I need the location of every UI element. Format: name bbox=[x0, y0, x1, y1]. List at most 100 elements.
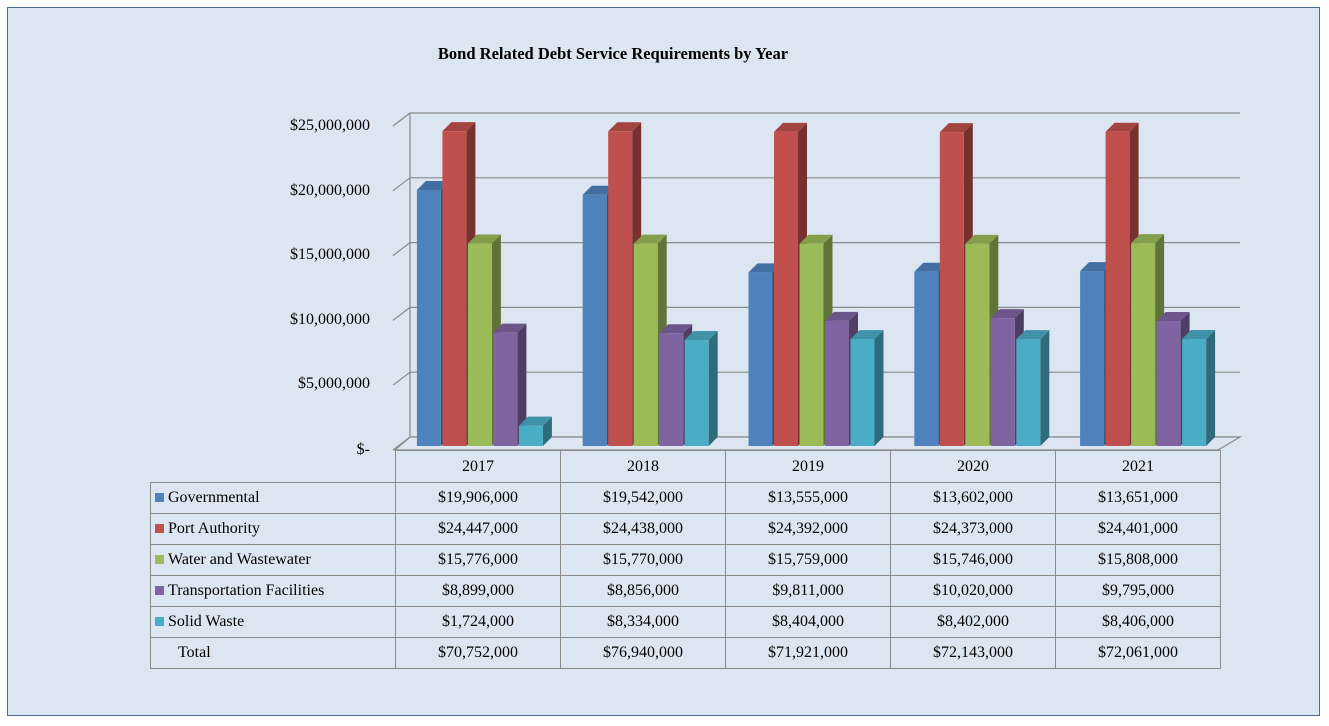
bar-front bbox=[416, 190, 441, 446]
bar-top bbox=[633, 234, 667, 244]
bar-top bbox=[582, 185, 616, 195]
bar-top bbox=[518, 416, 552, 426]
chart-title: Bond Related Debt Service Requirements b… bbox=[437, 44, 789, 63]
table-cell: $8,856,000 bbox=[560, 575, 726, 607]
bar-front bbox=[467, 243, 492, 446]
series-name: Governmental bbox=[168, 489, 260, 506]
table-cell: $24,392,000 bbox=[725, 513, 891, 545]
bar-top bbox=[1016, 330, 1050, 340]
bar bbox=[493, 323, 527, 446]
table-cell: $70,752,000 bbox=[395, 637, 561, 669]
bar-top bbox=[1182, 330, 1216, 340]
bar-side bbox=[1206, 330, 1216, 446]
bar-side bbox=[517, 323, 527, 446]
table-cell: $13,651,000 bbox=[1055, 482, 1221, 514]
bar-side bbox=[874, 330, 884, 446]
y-tick-label: $20,000,000 bbox=[290, 182, 370, 199]
legend-swatch bbox=[155, 524, 164, 533]
bar bbox=[1182, 330, 1216, 446]
grid-tick bbox=[392, 112, 411, 127]
table-row-water-wastewater: Water and Wastewater $15,776,000 $15,770… bbox=[150, 544, 1221, 576]
bar-top bbox=[990, 309, 1024, 319]
bar-front bbox=[774, 131, 798, 446]
table-header-row: 2017 2018 2019 2020 2021 bbox=[150, 450, 1221, 483]
bar-front bbox=[825, 320, 849, 446]
series-name: Solid Waste bbox=[168, 613, 245, 630]
bar-top bbox=[1080, 262, 1114, 272]
bar-front bbox=[518, 425, 543, 446]
legend-swatch bbox=[155, 586, 164, 595]
year-header: 2017 bbox=[395, 450, 561, 483]
bar-front bbox=[1182, 339, 1207, 446]
table-cell: $72,143,000 bbox=[890, 637, 1056, 669]
bar-top bbox=[659, 324, 693, 334]
bar bbox=[467, 234, 501, 446]
bar bbox=[684, 330, 718, 446]
bar bbox=[774, 122, 807, 447]
y-tick-label: $25,000,000 bbox=[290, 117, 370, 134]
bar-top bbox=[799, 234, 833, 244]
legend-swatch bbox=[155, 493, 164, 502]
table-cell: $13,602,000 bbox=[890, 482, 1056, 514]
bar-top bbox=[748, 263, 782, 273]
bar bbox=[850, 330, 884, 446]
table-row-transportation: Transportation Facilities $8,899,000 $8,… bbox=[150, 575, 1221, 607]
bar-top bbox=[493, 323, 527, 333]
series-name: Water and Wastewater bbox=[168, 551, 311, 568]
y-tick-label: $5,000,000 bbox=[298, 375, 370, 392]
bar-top bbox=[416, 181, 450, 191]
bar-top bbox=[774, 122, 807, 132]
bar-front bbox=[633, 243, 658, 446]
year-header: 2020 bbox=[890, 450, 1056, 483]
bar-front bbox=[748, 272, 773, 446]
bar-front bbox=[965, 243, 990, 446]
table-row-governmental: Governmental $19,906,000 $19,542,000 $13… bbox=[150, 482, 1221, 514]
legend-swatch bbox=[155, 555, 164, 564]
bar-front bbox=[1105, 131, 1130, 446]
bar-front bbox=[1080, 271, 1105, 446]
table-cell: $9,811,000 bbox=[725, 575, 891, 607]
table-row-total: Total $70,752,000 $76,940,000 $71,921,00… bbox=[150, 637, 1221, 669]
y-tick-label: $10,000,000 bbox=[290, 311, 370, 328]
table-cell: $71,921,000 bbox=[725, 637, 891, 669]
table-cell: $8,404,000 bbox=[725, 606, 891, 638]
grid-tick bbox=[392, 177, 411, 192]
year-header: 2019 bbox=[725, 450, 891, 483]
bar-top bbox=[1131, 234, 1165, 244]
legend-swatch bbox=[155, 617, 164, 626]
bar-front bbox=[1131, 243, 1156, 446]
grid-tick bbox=[392, 371, 411, 386]
table-cell: $15,776,000 bbox=[395, 544, 561, 576]
table-cell: $19,542,000 bbox=[560, 482, 726, 514]
table-cell: $8,899,000 bbox=[395, 575, 561, 607]
table-cell: $8,402,000 bbox=[890, 606, 1056, 638]
y-tick-label: $15,000,000 bbox=[290, 246, 370, 263]
bar-top bbox=[939, 123, 973, 133]
bar-side bbox=[1040, 330, 1050, 446]
bar-top bbox=[965, 234, 999, 244]
bar-top bbox=[1105, 122, 1139, 132]
grid-tick bbox=[392, 242, 411, 257]
table-cell: $8,406,000 bbox=[1055, 606, 1221, 638]
bar-top bbox=[442, 122, 476, 132]
bar-top bbox=[608, 122, 642, 132]
bar-front bbox=[582, 194, 607, 446]
bar-top bbox=[825, 311, 858, 321]
table-cell: $24,401,000 bbox=[1055, 513, 1221, 545]
series-name: Port Authority bbox=[168, 520, 261, 537]
year-header: 2018 bbox=[560, 450, 726, 483]
table-cell: $1,724,000 bbox=[395, 606, 561, 638]
table-cell: $13,555,000 bbox=[725, 482, 891, 514]
bar-front bbox=[1016, 339, 1041, 446]
table-cell: $15,808,000 bbox=[1055, 544, 1221, 576]
bar-front bbox=[608, 131, 633, 447]
table-cell: $24,438,000 bbox=[560, 513, 726, 545]
year-header: 2021 bbox=[1055, 450, 1221, 483]
bar-front bbox=[850, 339, 875, 446]
grid-tick bbox=[392, 306, 411, 321]
total-label: Total bbox=[178, 644, 211, 661]
table-row-port-authority: Port Authority $24,447,000 $24,438,000 $… bbox=[150, 513, 1221, 545]
bar-front bbox=[659, 333, 684, 446]
bar-top bbox=[467, 234, 501, 244]
